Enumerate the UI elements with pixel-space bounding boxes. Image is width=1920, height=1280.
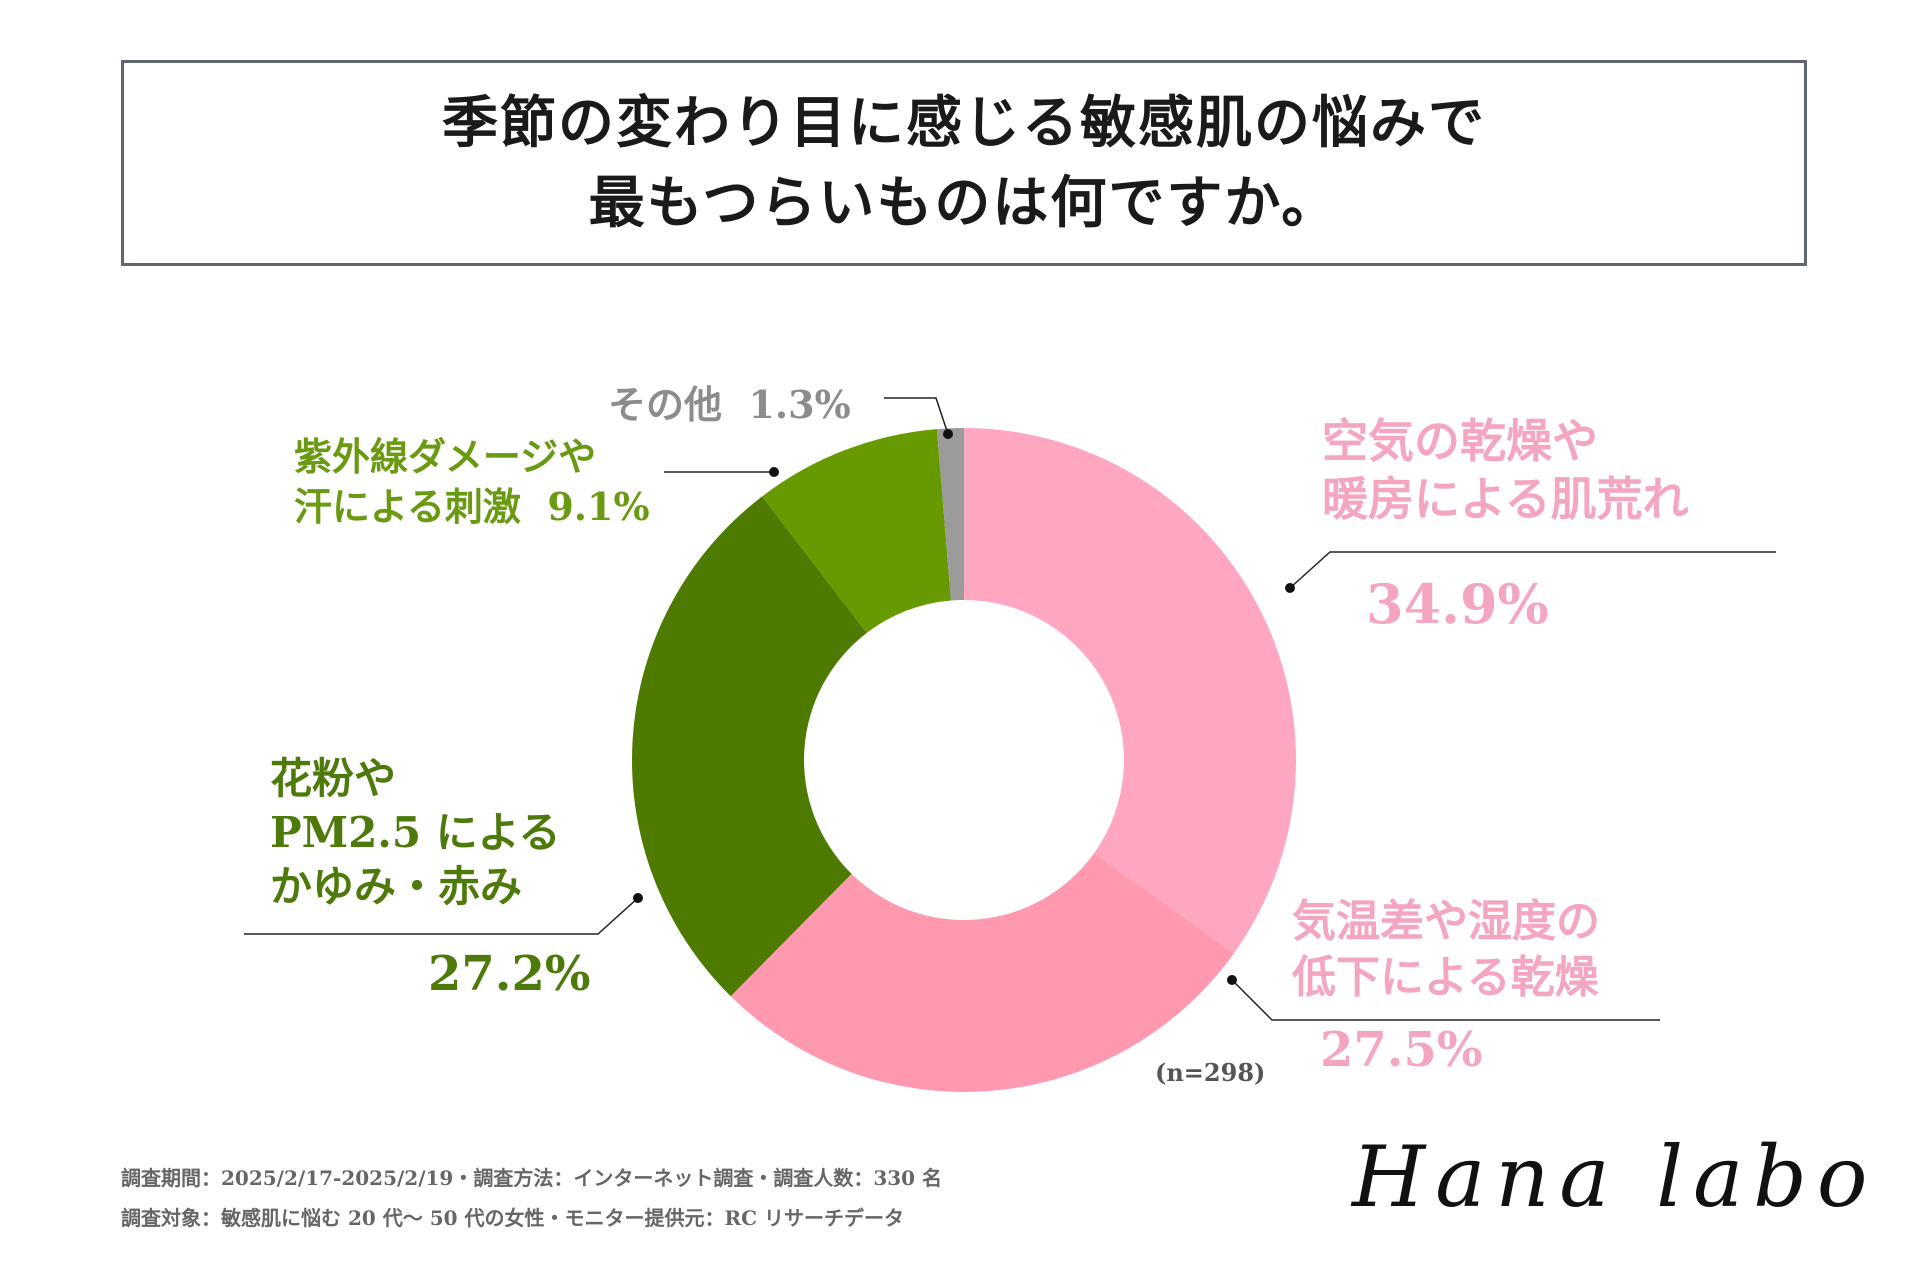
slice-temp-humidity xyxy=(730,853,1234,1092)
sample-size-note: (n=298) xyxy=(1155,1058,1266,1087)
leader-temp-humidity-dot xyxy=(1227,975,1237,985)
leader-temp-humidity xyxy=(1231,979,1660,1021)
label-temp-humidity: 気温差や湿度の 低下による乾燥 xyxy=(1292,894,1600,1006)
slice-other xyxy=(936,428,964,601)
value-pollen: 27.2% xyxy=(428,946,591,1002)
leader-pollen xyxy=(244,897,639,935)
leader-pollen-dot xyxy=(633,893,643,903)
title-line-2: 最もつらいものは何ですか。 xyxy=(588,170,1340,236)
value-dry-air: 34.9% xyxy=(1366,572,1549,636)
title-line-1: 季節の変わり目に感じる敏感肌の悩みで xyxy=(442,90,1486,156)
label-other-text: その他 xyxy=(608,382,723,427)
leader-uv-dot xyxy=(769,467,779,477)
label-temp-humidity-line2: 低下による乾燥 xyxy=(1292,952,1599,1003)
label-dry-air: 空気の乾燥や 暖房による肌荒れ xyxy=(1322,412,1689,528)
leader-other xyxy=(884,397,949,435)
label-pollen-line3: かゆみ・赤み xyxy=(270,862,523,911)
label-uv: 紫外線ダメージや 汗による刺激 9.1% xyxy=(294,432,650,532)
leader-dry-air-dot xyxy=(1285,583,1295,593)
footer-survey-target: 調査対象：敏感肌に悩む 20 代〜 50 代の女性・モニター提供元：RC リサー… xyxy=(121,1206,905,1230)
title-box: 季節の変わり目に感じる敏感肌の悩みで 最もつらいものは何ですか。 xyxy=(121,60,1807,266)
value-temp-humidity: 27.5% xyxy=(1320,1022,1483,1078)
label-temp-humidity-line1: 気温差や湿度の xyxy=(1292,896,1600,947)
leader-dry-air xyxy=(1289,551,1776,589)
label-dry-air-line2: 暖房による肌荒れ xyxy=(1322,472,1689,526)
label-uv-line1: 紫外線ダメージや xyxy=(294,434,597,479)
label-pollen-line2: PM2.5 による xyxy=(270,808,561,857)
brand-logo: Hana labo xyxy=(1352,1128,1878,1226)
slice-uv xyxy=(762,429,951,633)
slice-pollen xyxy=(632,496,867,997)
footer-survey-period: 調査期間：2025/2/17-2025/2/19・調査方法：インターネット調査・… xyxy=(121,1166,943,1190)
leader-other-dot xyxy=(943,429,953,439)
value-uv: 9.1% xyxy=(547,484,650,529)
value-other: 1.3% xyxy=(748,382,851,427)
label-other: その他 1.3% xyxy=(608,374,851,429)
label-dry-air-line1: 空気の乾燥や xyxy=(1322,414,1598,468)
label-uv-line2: 汗による刺激 xyxy=(294,484,521,529)
label-pollen: 花粉や PM2.5 による かゆみ・赤み xyxy=(270,752,561,914)
label-pollen-line1: 花粉や xyxy=(270,754,397,803)
slice-dry-air xyxy=(964,428,1296,954)
